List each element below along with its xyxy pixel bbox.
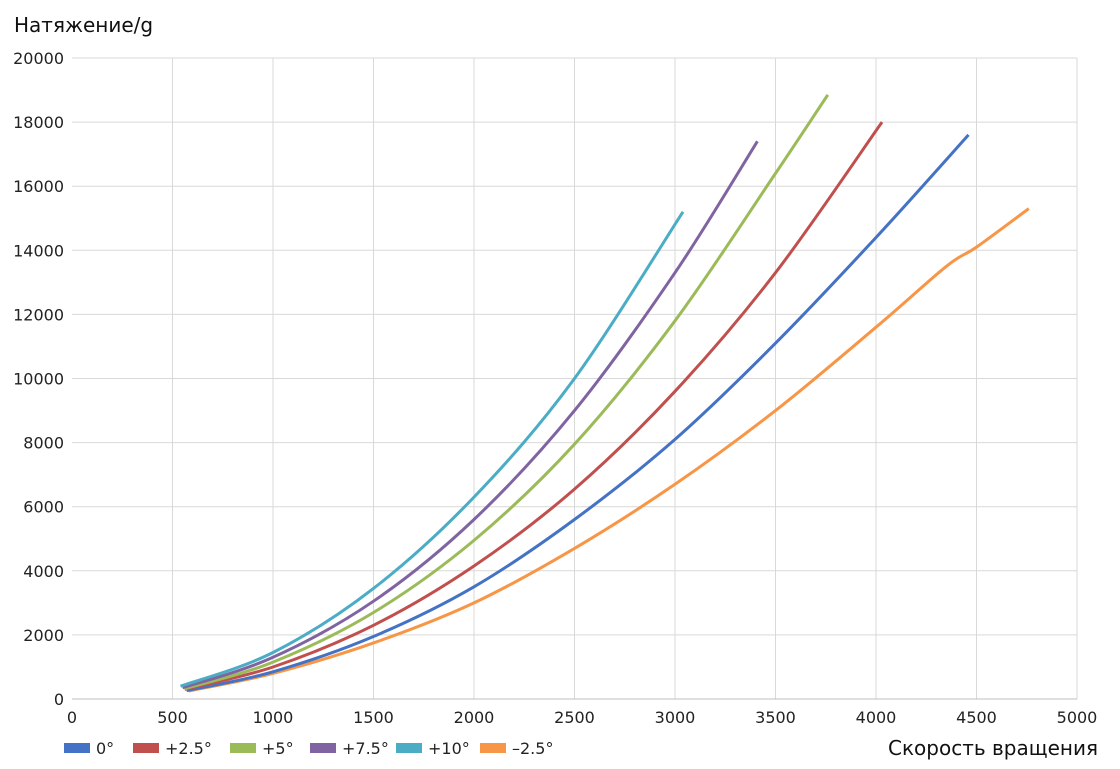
series-line-4	[179, 210, 685, 688]
y-tick-label: 12000	[13, 305, 64, 324]
series-line-2	[184, 94, 830, 691]
legend-label: 0°	[96, 739, 114, 758]
legend-item: –2.5°	[480, 739, 553, 758]
y-tick-label: 2000	[23, 626, 64, 645]
x-tick-label: 4000	[856, 708, 897, 727]
legend-swatch	[310, 743, 336, 753]
x-tick-label: 3500	[755, 708, 796, 727]
y-tick-label: 16000	[13, 177, 64, 196]
legend-label: +10°	[428, 739, 470, 758]
y-tick-label: 4000	[23, 562, 64, 581]
x-tick-label: 500	[157, 708, 188, 727]
x-tick-label: 2500	[554, 708, 595, 727]
legend-swatch	[133, 743, 159, 753]
legend-item: 0°	[64, 739, 114, 758]
series-line-3	[182, 140, 759, 690]
y-tick-labels: 0 2000 4000 6000 8000 10000 12000 14000 16000 180…	[13, 49, 64, 709]
legend-swatch	[64, 743, 90, 753]
legend-swatch	[480, 743, 506, 753]
x-tick-label: 3000	[655, 708, 696, 727]
y-tick-label: 10000	[13, 370, 64, 389]
legend-label: +5°	[262, 739, 294, 758]
y-tick-label: 6000	[23, 498, 64, 517]
series-line-1	[184, 121, 884, 691]
y-tick-label: 0	[54, 690, 64, 709]
legend-item: +5°	[230, 739, 294, 758]
x-tick-label: 5000	[1057, 708, 1098, 727]
legend-swatch	[230, 743, 256, 753]
x-tick-label: 1500	[353, 708, 394, 727]
legend-label: +7.5°	[342, 739, 389, 758]
y-tick-label: 18000	[13, 113, 64, 132]
legend-item: +10°	[396, 739, 470, 758]
x-tick-labels: 0 500 1000 1500 2000 2500 3000 3500 4000 4500 5000	[67, 708, 1097, 727]
y-axis-title: Натяжение/g	[14, 13, 153, 37]
y-tick-label: 8000	[23, 434, 64, 453]
legend-label: –2.5°	[512, 739, 553, 758]
legend-label: +2.5°	[165, 739, 212, 758]
legend-swatch	[396, 743, 422, 753]
legend-item: +7.5°	[310, 739, 389, 758]
x-tick-label: 2000	[454, 708, 495, 727]
x-tick-label: 0	[67, 708, 77, 727]
legend: 0° +2.5° +5° +7.5° +10° –2.5°	[64, 739, 553, 758]
x-axis-title: Скорость вращения	[888, 736, 1098, 760]
y-tick-label: 14000	[13, 241, 64, 260]
series-line-0	[186, 133, 970, 693]
series-line-5	[188, 207, 1030, 693]
x-tick-label: 1000	[253, 708, 294, 727]
y-tick-label: 20000	[13, 49, 64, 68]
legend-item: +2.5°	[133, 739, 212, 758]
series-lines	[179, 94, 1030, 693]
x-tick-label: 4500	[956, 708, 997, 727]
